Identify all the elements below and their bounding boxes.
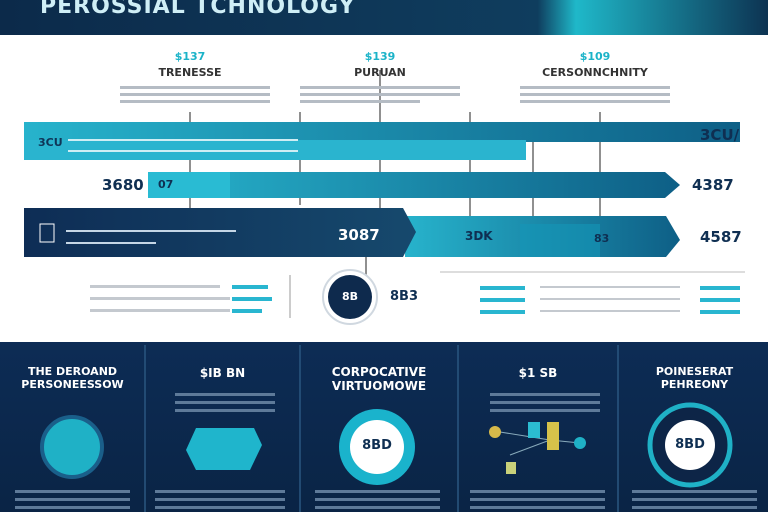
bar-row3-left bbox=[24, 208, 416, 257]
bar-row3-segment bbox=[520, 224, 600, 257]
panel-icon-circle bbox=[42, 417, 102, 477]
circle-label: 8B bbox=[341, 290, 359, 303]
bar-text bbox=[68, 150, 298, 152]
bar-label: 3CU bbox=[38, 136, 63, 149]
header-band bbox=[0, 0, 768, 35]
panel-title: POINESERAT PEHREONY bbox=[655, 365, 734, 391]
small-bars-right bbox=[440, 271, 745, 314]
panel-title: $IB BN bbox=[199, 366, 246, 380]
bar-row1 bbox=[24, 122, 740, 142]
header-title: PEROSSIAL TCHNOLOGY bbox=[40, 0, 356, 19]
panel-title: THE DEROAND PERSONEESSOW bbox=[21, 365, 124, 391]
panel-badge: 8BD bbox=[675, 437, 705, 452]
bar-label: 07 bbox=[158, 178, 174, 191]
bar-value: 3680 bbox=[102, 176, 144, 194]
icon bbox=[39, 223, 55, 243]
bar-text bbox=[66, 242, 156, 244]
circle bbox=[328, 275, 372, 319]
panel-badge: 8BD bbox=[362, 438, 392, 453]
column-value: $109 bbox=[579, 50, 611, 63]
panel-dividers bbox=[144, 345, 619, 512]
column-label: CERSONNCHNITY bbox=[542, 66, 648, 79]
bar-segment-label: 3087 bbox=[338, 226, 380, 244]
panel-title: $1 SB bbox=[518, 366, 558, 380]
column-value: $137 bbox=[174, 50, 206, 63]
panel-icon-inner bbox=[665, 420, 715, 470]
panel-title: CORPOCATIVE VIRTUOMOWE bbox=[331, 365, 427, 393]
small-bars-left bbox=[90, 275, 291, 318]
column-label: PURUAN bbox=[354, 66, 406, 79]
column-label: TRENESSE bbox=[158, 66, 222, 79]
bar-value: 3CU/ bbox=[700, 126, 740, 144]
circle-value: 8B3 bbox=[390, 289, 418, 304]
column-value: $139 bbox=[364, 50, 396, 63]
bar-text bbox=[66, 230, 236, 232]
bar-segment-label: 3DK bbox=[465, 229, 493, 243]
panel-icon-hexagon bbox=[186, 428, 262, 470]
bar-value: 4587 bbox=[700, 228, 742, 246]
bar-row2-segment bbox=[148, 172, 230, 198]
panel-small-text bbox=[15, 393, 757, 509]
panel-icon-network bbox=[489, 422, 586, 474]
bar-segment-label: 83 bbox=[594, 232, 610, 245]
bar-text bbox=[68, 139, 298, 141]
small-text-lines bbox=[120, 86, 670, 103]
bar-row2 bbox=[148, 172, 680, 198]
panel-icon-ring bbox=[40, 415, 104, 479]
panel-icon-inner bbox=[350, 420, 404, 474]
bar-value: 4387 bbox=[692, 176, 734, 194]
